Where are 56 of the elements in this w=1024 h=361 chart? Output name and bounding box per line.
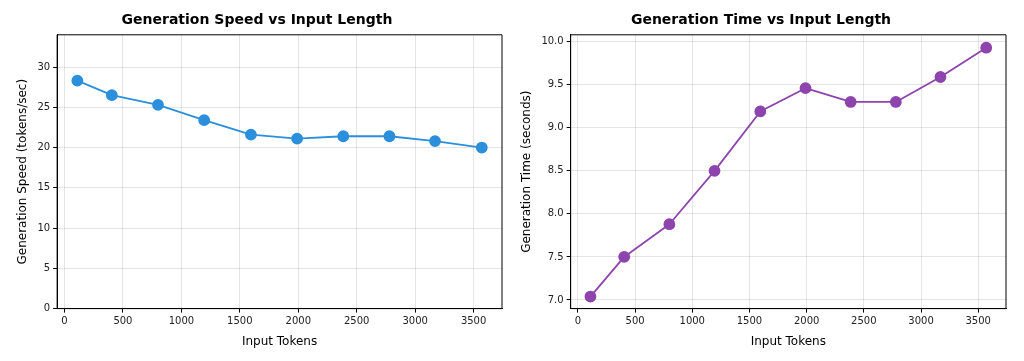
point: [889, 96, 902, 108]
chart-title: Generation Time vs Input Length: [630, 11, 892, 28]
x-tick-label: 1000: [168, 315, 195, 327]
y-tick-label: 5: [43, 261, 51, 273]
chart-title: Generation Speed vs Input Length: [121, 11, 393, 28]
y-tick-label: 8.5: [547, 164, 564, 176]
point: [429, 135, 441, 147]
point: [383, 130, 396, 143]
y-tick-label: 25: [37, 100, 51, 112]
x-tick-label: 500: [113, 315, 133, 327]
point: [198, 114, 211, 127]
x-tick-label: 1500: [736, 315, 763, 327]
point: [663, 218, 676, 231]
y-tick-label: 9.0: [547, 121, 564, 133]
point: [291, 132, 303, 145]
point: [618, 251, 631, 263]
y-tick-label: 10: [37, 221, 51, 233]
y-tick-label: 9.5: [547, 78, 564, 90]
point: [337, 130, 350, 143]
point: [934, 71, 947, 83]
y-tick-label: 7.5: [547, 250, 564, 262]
point: [245, 128, 257, 141]
point: [754, 105, 767, 118]
x-tick-label: 2000: [793, 315, 820, 327]
x-tick-label: 1000: [679, 315, 705, 327]
x-axis-title: Input Tokens: [241, 333, 318, 348]
x-tick-label: 3500: [460, 315, 487, 327]
point: [152, 98, 164, 111]
y-axis-title: Generation Speed (tokens/sec): [15, 78, 30, 265]
point: [105, 89, 118, 102]
y-tick-label: 20: [37, 141, 51, 153]
point: [584, 290, 597, 303]
x-tick-label: 1500: [227, 315, 253, 327]
point: [799, 82, 812, 95]
y-tick-label: 8.0: [547, 207, 564, 219]
y-tick-label: 7.0: [547, 293, 564, 305]
x-tick-label: 500: [625, 315, 645, 327]
x-tick-label: 0: [574, 315, 582, 327]
point: [844, 96, 857, 108]
x-tick-label: 2500: [343, 315, 370, 327]
y-tick-label: 0: [43, 302, 51, 314]
x-tick-label: 0: [61, 315, 68, 327]
x-tick-label: 3000: [908, 315, 934, 327]
y-tick-label: 15: [37, 181, 51, 193]
x-axis-title: Input Tokens: [750, 333, 826, 348]
x-tick-label: 2000: [285, 315, 311, 327]
y-tick-label: 30: [37, 60, 51, 72]
point: [475, 141, 488, 154]
x-tick-label: 2500: [851, 315, 877, 327]
point: [980, 41, 993, 54]
x-tick-label: 3500: [965, 315, 991, 327]
point: [71, 74, 84, 87]
x-tick-label: 3000: [402, 315, 428, 327]
y-axis-title: Generation Time (seconds): [519, 90, 534, 253]
point: [708, 164, 721, 177]
y-tick-label: 10.0: [541, 35, 564, 47]
